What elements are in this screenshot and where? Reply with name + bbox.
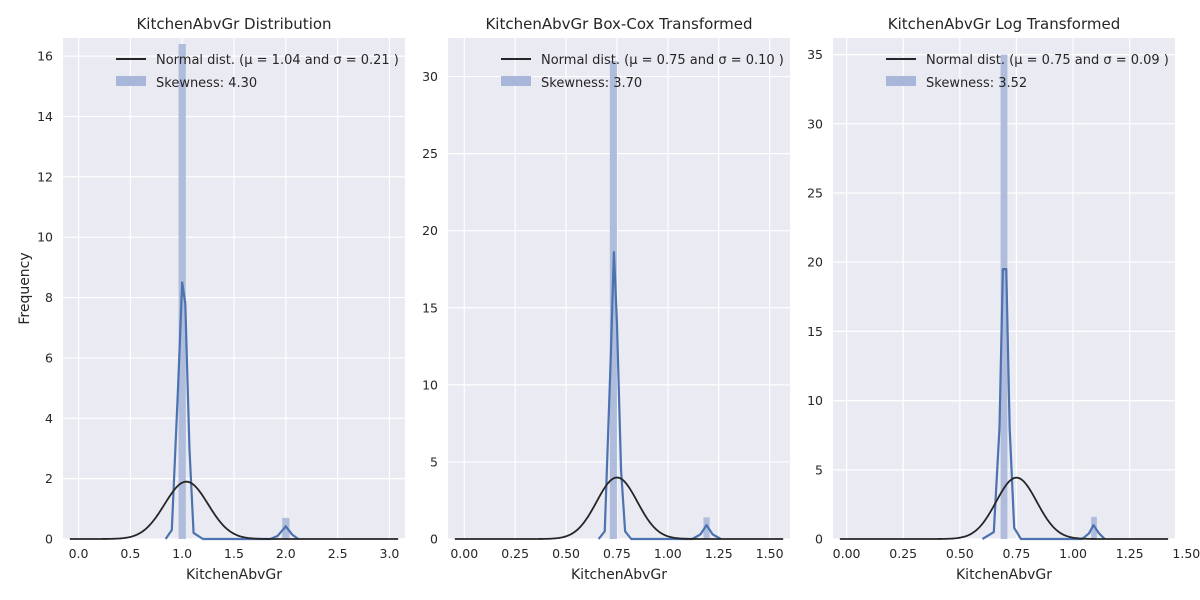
y-tick-label: 0: [45, 532, 53, 547]
y-tick-label: 4: [45, 411, 53, 426]
y-tick-label: 10: [422, 377, 438, 392]
legend-hist-swatch: [116, 76, 146, 86]
x-tick-label: 0.00: [833, 546, 861, 561]
y-tick-label: 2: [45, 471, 53, 486]
chart-title: KitchenAbvGr Log Transformed: [888, 15, 1121, 33]
y-tick-label: 30: [807, 116, 823, 131]
x-tick-label: 1.50: [756, 546, 784, 561]
normal-fit-line: [69, 480, 399, 540]
x-tick-label: 1.00: [1059, 546, 1087, 561]
legend-hist-swatch: [886, 76, 916, 86]
y-tick-label: 16: [37, 49, 53, 64]
y-tick-label: 5: [430, 454, 438, 469]
y-tick-label: 15: [422, 300, 438, 315]
x-axis-label: KitchenAbvGr: [186, 567, 282, 583]
y-tick-label: 10: [807, 393, 823, 408]
normal-fit-line: [454, 476, 784, 540]
legend-hist-label: Skewness: 3.52: [926, 76, 1027, 91]
x-tick-label: 0.25: [889, 546, 917, 561]
y-tick-label: 8: [45, 290, 53, 305]
x-tick-label: 0.75: [603, 546, 631, 561]
x-tick-label: 2.0: [276, 546, 296, 561]
legend-normal-label: Normal dist. (μ = 0.75 and σ = 0.10 ): [541, 53, 784, 68]
kde-line: [164, 281, 299, 541]
y-tick-label: 25: [807, 186, 823, 201]
legend-normal-label: Normal dist. (μ = 0.75 and σ = 0.09 ): [926, 53, 1169, 68]
x-tick-label: 0.00: [450, 546, 478, 561]
chart-panel-2: 0.00 0.25 0.50 0.75 1.00 1.25 1.50 0 5 10 15 20 25 30…: [422, 15, 790, 583]
y-tick-label: 14: [37, 109, 53, 124]
kde-line: [981, 268, 1106, 541]
histogram-bar: [703, 517, 710, 539]
x-tick-label: 0.75: [1003, 546, 1031, 561]
x-tick-label: 1.50: [1172, 546, 1200, 561]
y-tick-label: 25: [422, 146, 438, 161]
legend-hist-label: Skewness: 3.70: [541, 76, 642, 91]
x-tick-label: 3.0: [380, 546, 400, 561]
legend-hist-swatch: [501, 76, 531, 86]
y-tick-label: 5: [815, 462, 823, 477]
y-tick-label: 15: [807, 324, 823, 339]
y-tick-label: 12: [37, 169, 53, 184]
legend-normal-label: Normal dist. (μ = 1.04 and σ = 0.21 ): [156, 53, 399, 68]
chart-panel-3: 0.00 0.25 0.50 0.75 1.00 1.25 1.50 0 5 10 15 20 25 30…: [807, 15, 1200, 583]
x-tick-label: 1.0: [172, 546, 192, 561]
chart-panel-1: 0.0 0.5 1.0 1.5 2.0 2.5 3.0 0 2 4 6 8 10 12 14 16 Normal…: [17, 15, 405, 583]
x-axis-label: KitchenAbvGr: [571, 567, 667, 583]
x-tick-label: 2.5: [328, 546, 348, 561]
legend-hist-label: Skewness: 4.30: [156, 76, 257, 91]
x-tick-label: 0.25: [501, 546, 529, 561]
y-tick-label: 10: [37, 230, 53, 245]
x-tick-label: 0.50: [946, 546, 974, 561]
x-tick-label: 0.0: [69, 546, 89, 561]
x-tick-label: 0.5: [120, 546, 140, 561]
x-tick-label: 1.00: [654, 546, 682, 561]
y-axis-label: Frequency: [17, 252, 33, 324]
x-tick-label: 1.25: [705, 546, 733, 561]
y-tick-label: 35: [807, 47, 823, 62]
y-tick-label: 0: [430, 532, 438, 547]
x-tick-label: 1.5: [224, 546, 244, 561]
kde-line: [597, 251, 722, 541]
chart-title: KitchenAbvGr Distribution: [136, 15, 331, 33]
x-tick-label: 0.50: [552, 546, 580, 561]
x-axis-label: KitchenAbvGr: [956, 567, 1052, 583]
histogram-bar: [282, 517, 290, 539]
y-tick-label: 20: [807, 255, 823, 270]
y-tick-label: 20: [422, 223, 438, 238]
y-tick-label: 30: [422, 69, 438, 84]
histogram-bar: [1000, 54, 1008, 540]
x-tick-label: 1.25: [1116, 546, 1144, 561]
y-tick-label: 6: [45, 350, 53, 365]
normal-fit-line: [839, 476, 1169, 540]
chart-title: KitchenAbvGr Box-Cox Transformed: [485, 15, 752, 33]
y-tick-label: 0: [815, 532, 823, 547]
plot-area: [448, 38, 790, 539]
